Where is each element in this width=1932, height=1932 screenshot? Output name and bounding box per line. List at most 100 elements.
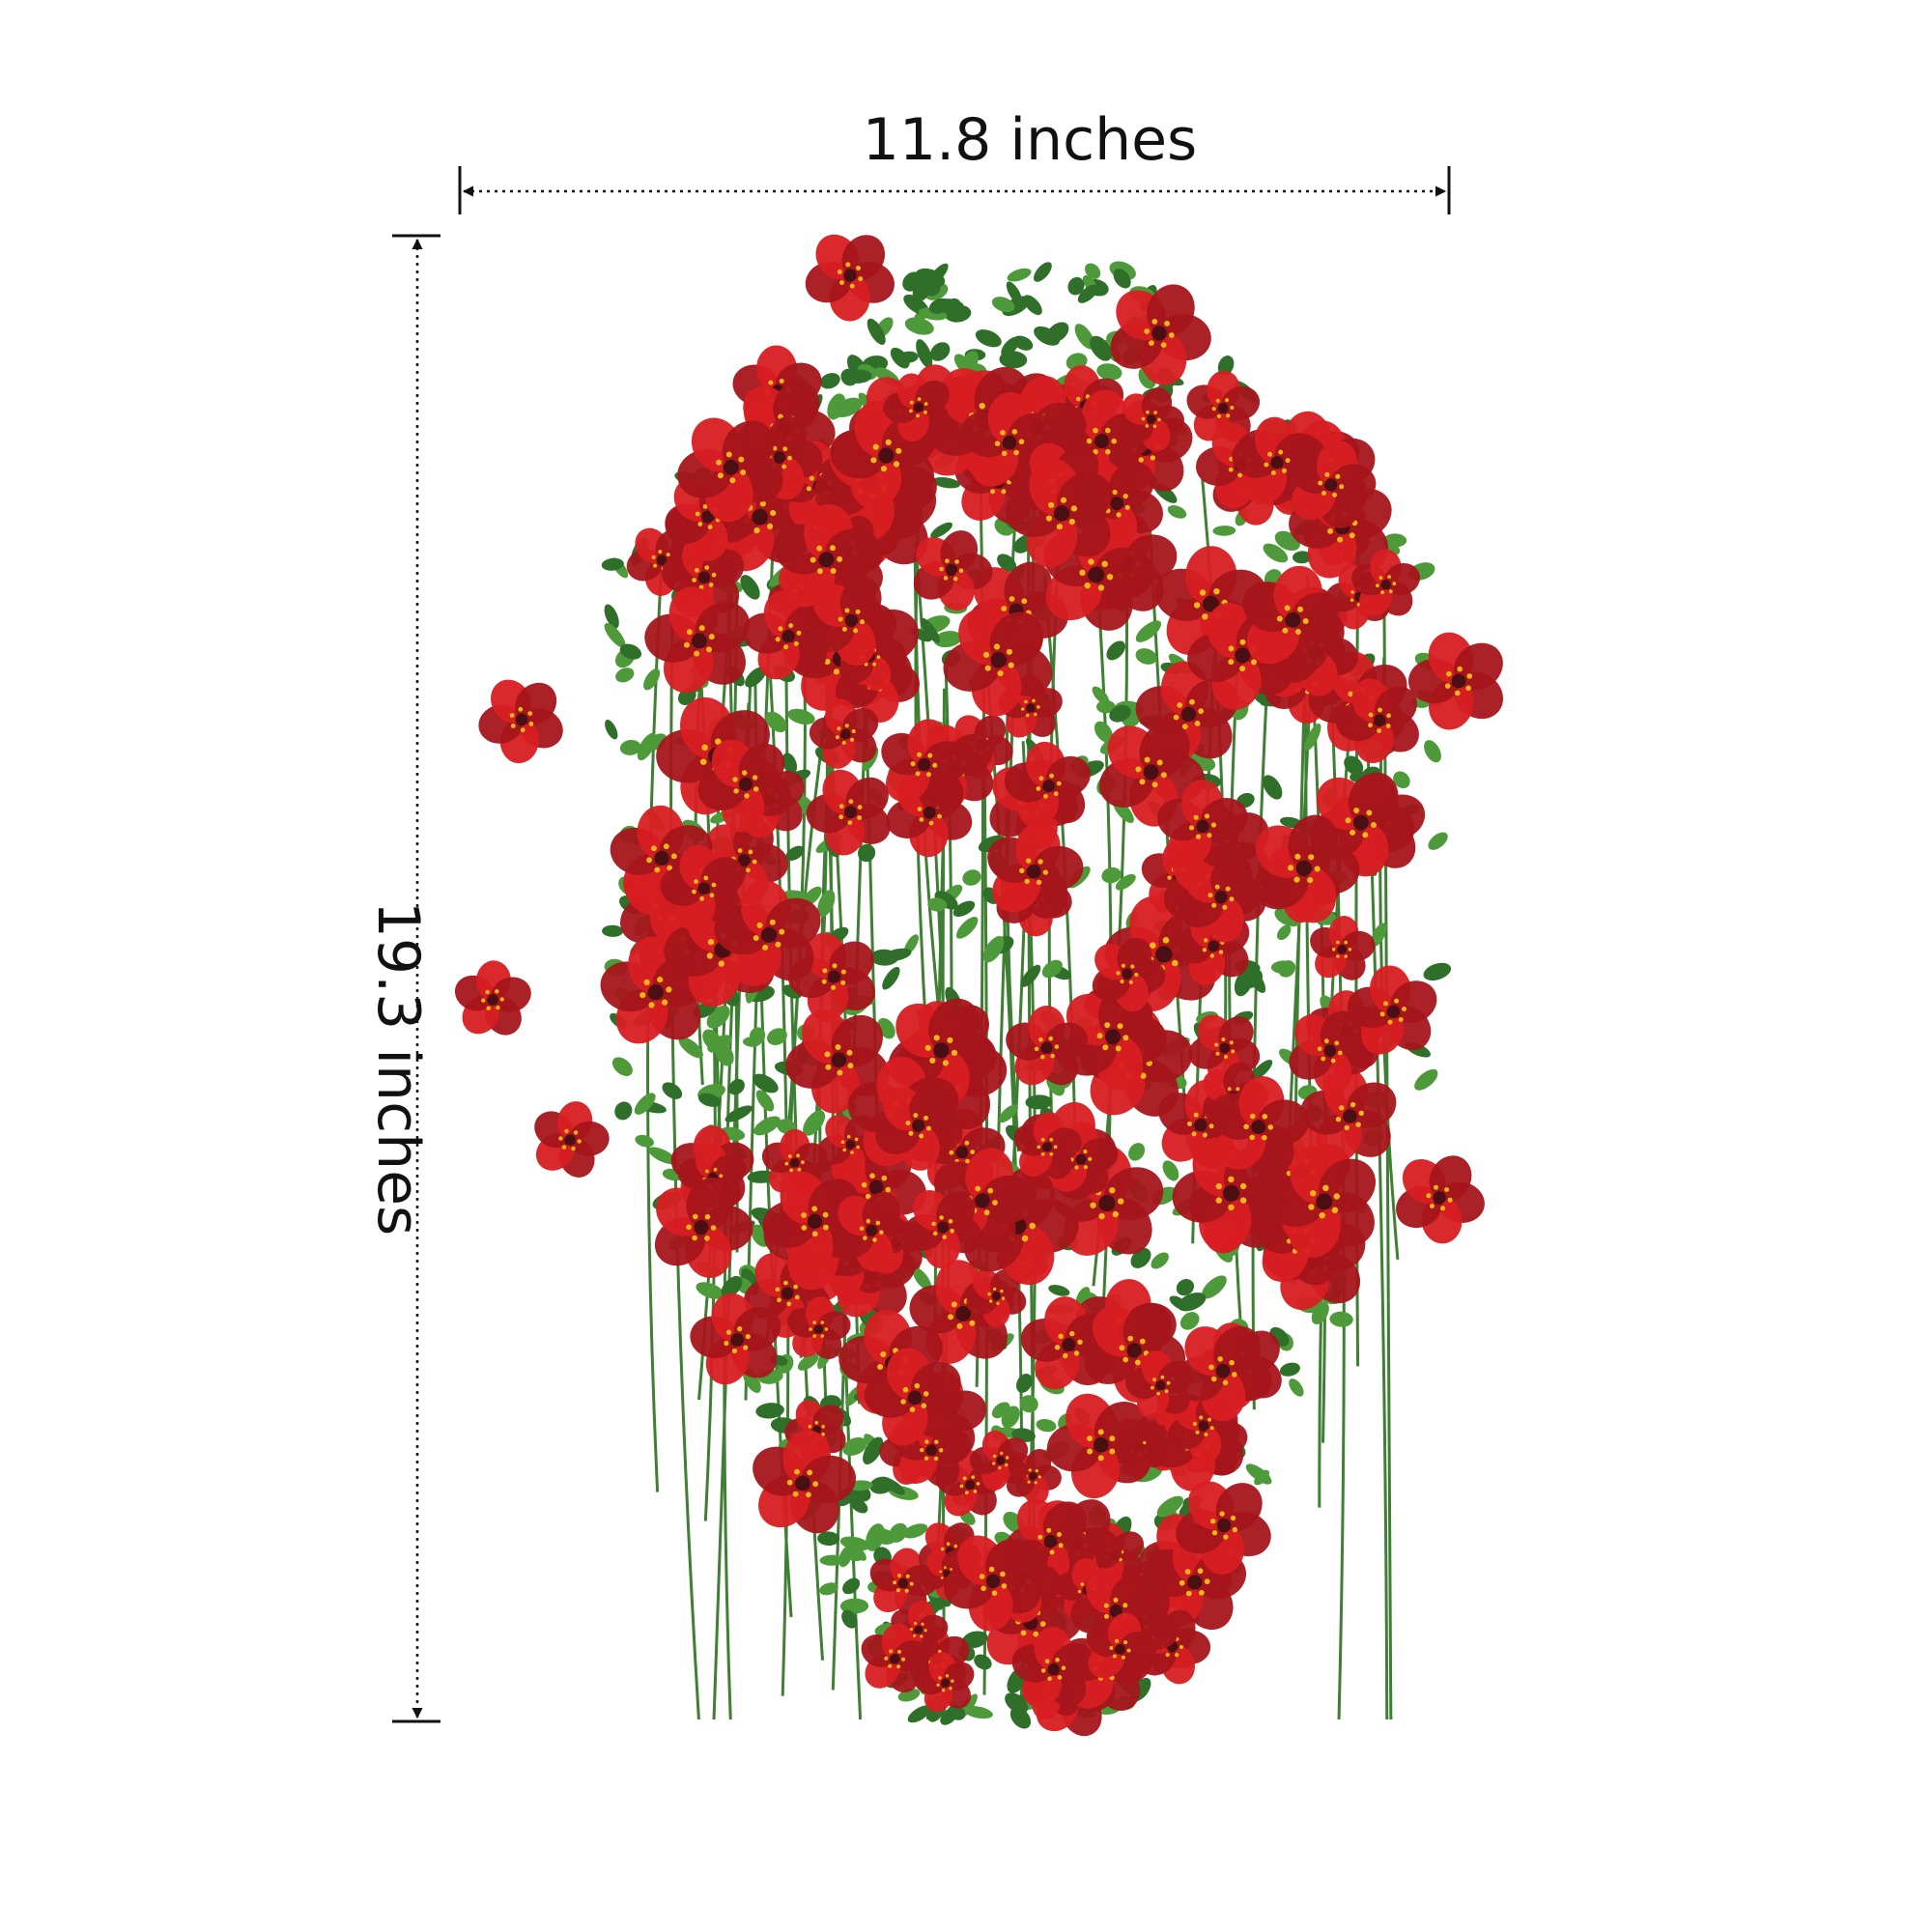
flower	[690, 1293, 781, 1385]
petal	[1110, 1574, 1154, 1618]
leaf	[696, 1282, 724, 1299]
stamen	[850, 737, 855, 742]
stamen	[1177, 702, 1183, 708]
stamen	[1093, 427, 1098, 434]
stamen	[885, 439, 892, 445]
stamen	[509, 713, 515, 718]
flower-center	[1029, 1472, 1037, 1481]
flower	[1011, 1627, 1095, 1708]
leaf	[849, 1497, 868, 1514]
flower-center	[912, 1119, 925, 1132]
flower	[1110, 284, 1211, 385]
stamen	[1262, 1114, 1268, 1120]
leaf	[604, 604, 619, 629]
stamen	[1457, 666, 1463, 672]
stamen	[1079, 569, 1086, 576]
stamen	[964, 1491, 969, 1494]
leaf	[930, 342, 951, 361]
stamen	[666, 553, 670, 557]
stamen	[1185, 1590, 1192, 1597]
stamen	[1036, 879, 1042, 885]
stamen	[740, 469, 747, 475]
flower	[830, 400, 937, 509]
stamen	[564, 1128, 569, 1134]
stamen	[1285, 458, 1291, 464]
stamen	[1213, 588, 1220, 595]
stamen	[1144, 328, 1151, 334]
stamen	[725, 451, 732, 458]
stamen	[783, 644, 788, 650]
leaf	[1245, 1463, 1272, 1485]
stamen	[1001, 450, 1008, 457]
flower-center	[701, 510, 715, 524]
stamen	[1005, 1463, 1009, 1467]
stamen	[1388, 589, 1393, 594]
stamen	[1270, 470, 1276, 475]
stamen	[924, 1439, 929, 1444]
stamen	[917, 807, 923, 811]
stamen	[1054, 1345, 1061, 1350]
stamen	[789, 1168, 793, 1173]
stamen	[1130, 964, 1135, 969]
stamen	[1331, 947, 1336, 952]
stamen	[1116, 512, 1122, 518]
flower-center	[515, 713, 528, 726]
stamen	[994, 440, 1001, 447]
stamen	[988, 1299, 993, 1303]
stamen	[1337, 536, 1344, 543]
stamen	[919, 1133, 924, 1139]
petal	[1004, 561, 1053, 614]
flower-center	[1216, 1518, 1232, 1533]
flower-center	[1219, 1042, 1231, 1054]
stamen	[1126, 1648, 1131, 1653]
flower-center	[738, 777, 753, 792]
stamen	[1202, 613, 1208, 620]
stamen	[1049, 773, 1054, 779]
stamen	[1358, 1110, 1365, 1117]
flower-center	[694, 1220, 709, 1236]
stamen	[786, 1301, 792, 1307]
stamen	[759, 500, 766, 507]
stamen	[787, 455, 792, 461]
stamen	[1350, 829, 1356, 836]
stamen	[1021, 1235, 1029, 1242]
stamen	[840, 980, 846, 985]
stamen	[787, 1154, 792, 1158]
stamen	[971, 1475, 976, 1479]
stamen	[1151, 781, 1158, 788]
leaf	[1023, 295, 1042, 316]
stamen	[1134, 1359, 1141, 1366]
stamen	[695, 567, 699, 573]
stamen	[1195, 1430, 1200, 1435]
stamen	[920, 1447, 924, 1453]
stamen	[923, 410, 927, 414]
stamen	[1209, 1426, 1214, 1431]
leaf	[841, 1609, 858, 1629]
stamen	[1166, 1380, 1171, 1385]
stamen	[1009, 596, 1015, 602]
leaf	[803, 1110, 826, 1136]
petal	[1094, 1401, 1148, 1454]
stamen	[1402, 1007, 1406, 1011]
stamen	[838, 814, 844, 820]
stamen	[561, 1145, 567, 1150]
stamen	[976, 1482, 980, 1486]
stamen	[657, 977, 664, 983]
petal	[923, 741, 970, 782]
stamen	[1134, 972, 1139, 978]
stamen	[1332, 492, 1337, 497]
stamen	[1202, 1132, 1208, 1138]
stamen	[1056, 781, 1062, 786]
stamen	[1225, 886, 1231, 892]
stamen	[940, 1577, 944, 1579]
petal	[1288, 814, 1339, 871]
stamen	[914, 1621, 918, 1626]
stamen	[485, 989, 490, 995]
petal	[989, 611, 1043, 668]
stamen	[1069, 1330, 1075, 1337]
stamen	[1310, 1190, 1317, 1197]
stamen	[796, 1153, 800, 1158]
flower-center	[781, 1287, 794, 1300]
petal	[862, 1191, 901, 1234]
petal	[985, 1538, 1034, 1587]
